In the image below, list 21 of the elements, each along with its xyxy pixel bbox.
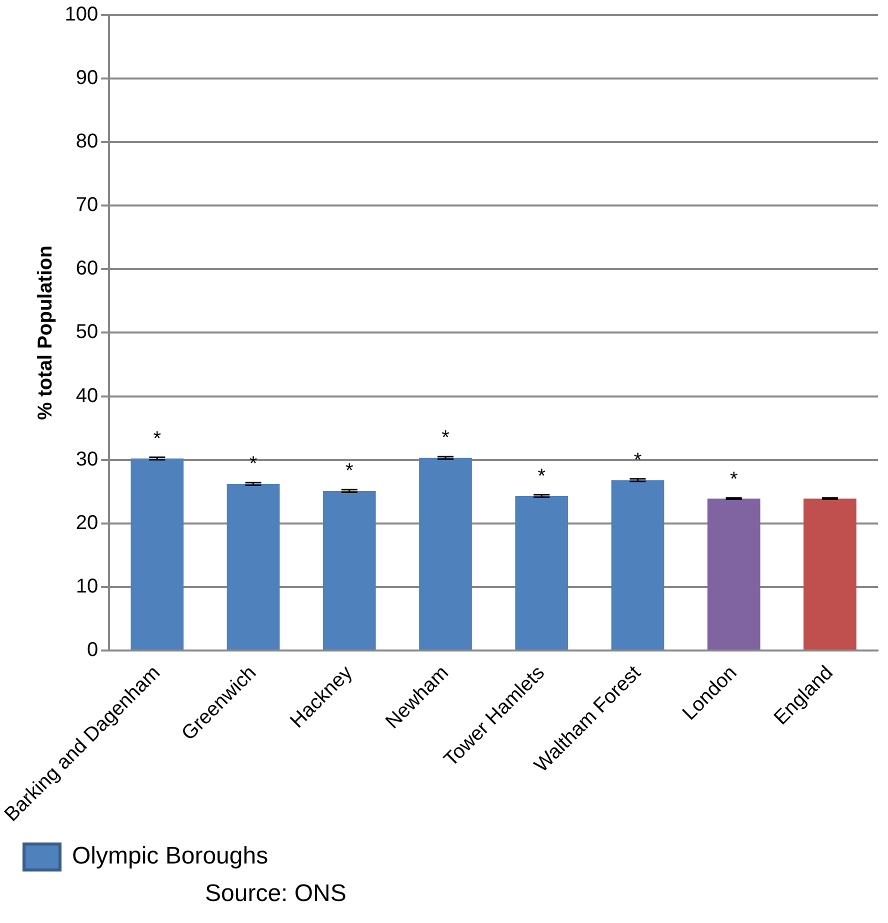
y-tick-label: 100 bbox=[64, 4, 98, 26]
y-axis-title: % total Population bbox=[34, 246, 56, 420]
y-tick-label: 90 bbox=[76, 67, 98, 90]
y-tick-label: 20 bbox=[76, 512, 98, 534]
data-label: * bbox=[634, 449, 642, 472]
y-tick-label: 10 bbox=[76, 575, 98, 598]
legend-label: Olympic Boroughs bbox=[72, 842, 268, 870]
y-tick-label: 80 bbox=[76, 130, 98, 153]
y-tick-label: 50 bbox=[76, 321, 98, 344]
data-label: * bbox=[249, 453, 258, 476]
data-label: * bbox=[538, 465, 546, 488]
data-label: * bbox=[730, 468, 738, 490]
y-tick-label: 40 bbox=[76, 384, 98, 407]
y-tick-label: 60 bbox=[76, 258, 98, 280]
source-note: Source: ONS bbox=[205, 880, 346, 908]
y-tick-label: 70 bbox=[76, 194, 98, 216]
data-label: * bbox=[442, 427, 450, 450]
y-tick-label: 30 bbox=[76, 448, 98, 470]
data-label: * bbox=[153, 428, 162, 450]
y-tick-label: 0 bbox=[86, 638, 98, 661]
data-label: * bbox=[345, 460, 354, 482]
